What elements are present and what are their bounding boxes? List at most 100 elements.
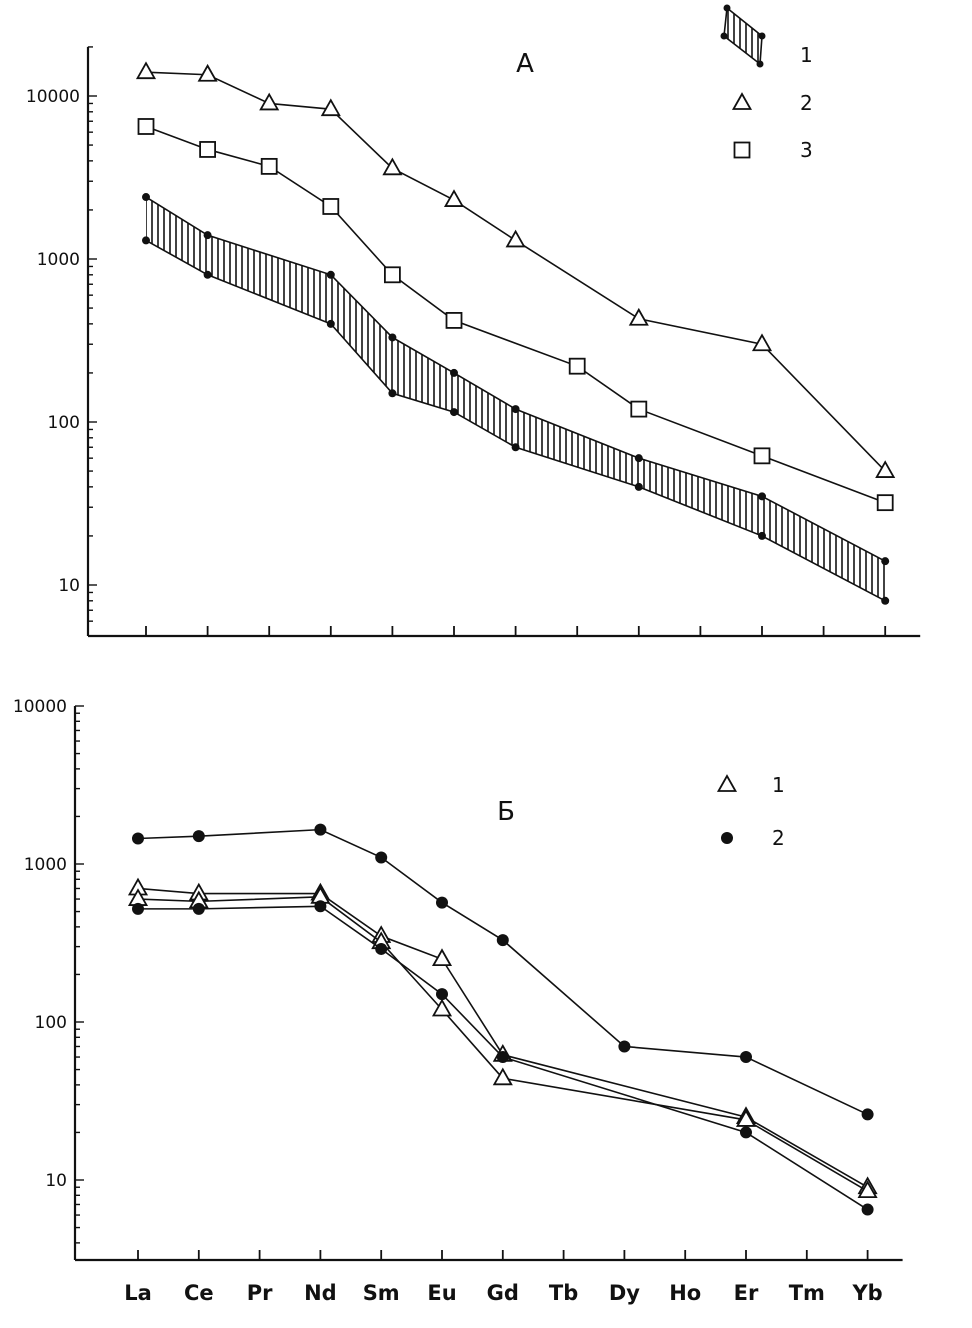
panel-a: 10 100 1000 10000 А 1 2 3: [26, 4, 921, 638]
band-lower-point: [450, 408, 458, 417]
data-point: [875, 460, 896, 478]
data-point: [735, 1109, 757, 1127]
legend-label: 1: [772, 773, 785, 797]
data-point: [314, 823, 327, 836]
band-lower-point: [326, 319, 335, 328]
panel-label: А: [516, 49, 534, 79]
data-point: [132, 832, 144, 845]
data-point: [630, 400, 648, 418]
data-point: [618, 1040, 631, 1053]
legend-label: 1: [800, 43, 813, 67]
legend-band-swatch-point: [756, 60, 764, 68]
y-tick-label: 10000: [26, 87, 80, 107]
data-point: [259, 92, 280, 111]
data-point: [431, 948, 453, 967]
band-upper-point: [450, 368, 458, 377]
y-tick-label: 1000: [24, 855, 67, 875]
data-point: [753, 447, 771, 465]
data-point: [320, 98, 341, 117]
series-line: [145, 125, 886, 504]
data-point: [492, 1067, 513, 1086]
band-upper-point: [388, 333, 397, 342]
data-point: [496, 1051, 509, 1064]
data-point: [199, 141, 217, 158]
x-tick-label: Ho: [669, 1281, 701, 1305]
data-point: [431, 998, 453, 1017]
series-line: [137, 887, 868, 1188]
y-tick-label: 100: [48, 413, 80, 433]
band-upper-point: [142, 193, 150, 202]
data-point: [383, 266, 401, 284]
data-point: [505, 229, 526, 248]
data-point: [876, 494, 894, 512]
x-tick-label: Pr: [247, 1281, 273, 1305]
data-point: [445, 312, 463, 329]
data-point: [382, 157, 403, 176]
band-lower-point: [634, 482, 643, 491]
data-point: [137, 118, 155, 135]
band-lower-point: [758, 531, 766, 540]
data-point: [496, 934, 509, 947]
data-point: [568, 357, 586, 375]
x-tick-label: Gd: [487, 1281, 519, 1305]
y-tick-label: 10: [58, 576, 80, 596]
data-point: [314, 900, 327, 913]
legend-band-swatch: [723, 6, 763, 66]
x-tick-label: Tb: [549, 1281, 578, 1305]
x-tick-label: Er: [734, 1281, 759, 1305]
data-point: [375, 851, 388, 864]
legend-label: 2: [800, 91, 813, 115]
data-point: [740, 1051, 752, 1064]
band-area: [146, 197, 886, 601]
series-line: [137, 895, 869, 1192]
data-point: [628, 307, 649, 326]
y-tick-label: 10000: [13, 697, 67, 717]
data-point: [322, 198, 340, 215]
legend-marker: [731, 92, 753, 110]
x-tick-label: Eu: [427, 1281, 456, 1305]
data-point: [436, 988, 448, 1001]
band-upper-point: [203, 231, 212, 240]
band-lower-point: [203, 270, 212, 279]
data-point: [861, 1203, 874, 1216]
data-point: [857, 1180, 878, 1199]
data-point: [751, 333, 773, 352]
series-line: [145, 71, 886, 472]
data-point: [135, 61, 157, 80]
x-tick-label: Yb: [851, 1281, 882, 1305]
band-lower-point: [142, 236, 150, 245]
x-tick-label: Nd: [304, 1281, 337, 1305]
legend-marker: [716, 774, 738, 792]
y-tick-label: 100: [35, 1013, 67, 1033]
legend-band-swatch-point: [720, 32, 728, 40]
band-upper-point: [758, 492, 766, 501]
x-tick-label: Tm: [789, 1281, 825, 1305]
band-upper-point: [326, 270, 335, 279]
data-point: [192, 902, 205, 915]
band-lower-point: [511, 443, 520, 452]
data-point: [197, 63, 218, 82]
legend-marker: [721, 832, 733, 844]
legend-label: 2: [772, 826, 785, 850]
legend-band-swatch-point: [758, 32, 766, 40]
panel-b: 10 100 1000 10000 La Ce Pr Nd Sm Eu Gd Tb Dy Ho Er Tm Yb…: [13, 697, 903, 1305]
x-tick-label: Ce: [184, 1281, 214, 1305]
data-point: [260, 157, 278, 175]
data-point: [192, 830, 205, 843]
data-point: [443, 189, 465, 207]
x-tick-label: La: [124, 1281, 152, 1305]
band-lower-point: [388, 389, 397, 398]
data-point: [132, 902, 144, 915]
legend-label: 3: [800, 138, 813, 162]
y-tick-label: 1000: [37, 250, 80, 270]
data-point: [375, 942, 388, 955]
band-lower-point: [881, 596, 890, 605]
band-upper-point: [511, 405, 520, 414]
data-point: [861, 1108, 874, 1121]
x-tick-label: Dy: [609, 1281, 640, 1305]
x-tick-label: Sm: [363, 1281, 400, 1305]
panel-label: Б: [497, 797, 515, 827]
band-upper-point: [634, 454, 643, 463]
y-tick-label: 10: [45, 1171, 67, 1191]
